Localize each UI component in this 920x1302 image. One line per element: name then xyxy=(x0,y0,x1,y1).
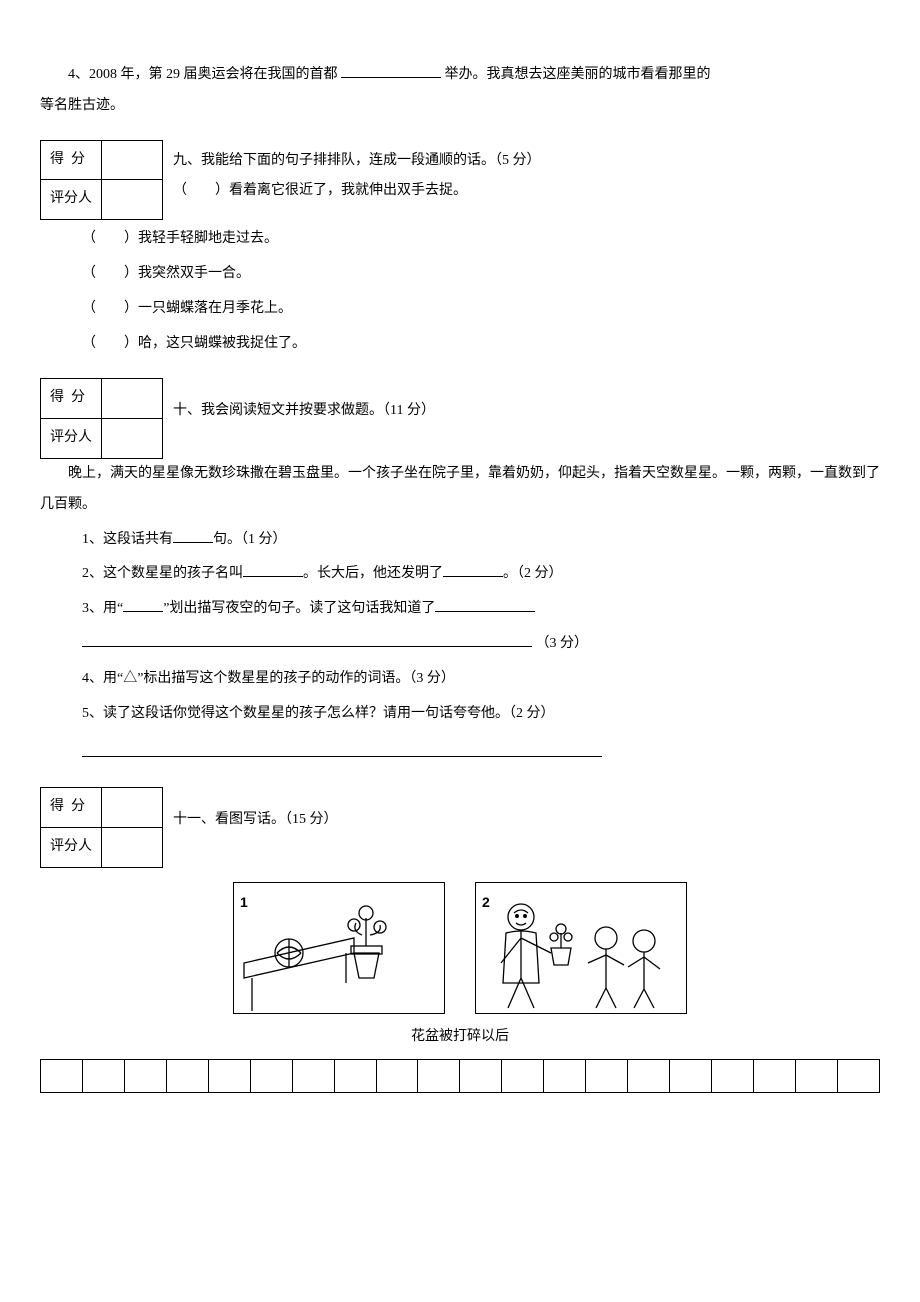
s10-q2b: 。长大后，他还发明了 xyxy=(303,566,443,581)
score-cell[interactable] xyxy=(102,379,163,419)
grid-cell[interactable] xyxy=(250,1059,292,1092)
s10-q5-blank[interactable] xyxy=(82,742,602,757)
s9-item-3[interactable]: （ ）一只蝴蝶落在月季花上。 xyxy=(82,294,880,325)
grid-cell[interactable] xyxy=(712,1059,754,1092)
score-box-9: 得分 评分人 xyxy=(40,140,163,221)
grid-cell[interactable] xyxy=(460,1059,502,1092)
s9-item-2[interactable]: （ ）我突然双手一合。 xyxy=(82,259,880,290)
score-label: 得分 xyxy=(41,788,102,828)
s10-q5-blank-row xyxy=(82,739,880,770)
s10-passage: 晚上，满天的星星像无数珍珠撒在碧玉盘里。一个孩子坐在院子里，靠着奶奶，仰起头，指… xyxy=(40,459,880,521)
grid-cell[interactable] xyxy=(502,1059,544,1092)
s9-item-1[interactable]: （ ）我轻手轻脚地走过去。 xyxy=(82,224,880,255)
score-cell[interactable] xyxy=(102,140,163,180)
s10-q3: 3、用“ ”划出描写夜空的句子。读了这句话我知道了 xyxy=(82,594,880,625)
s10-q1: 1、这段话共有 句。（1 分） xyxy=(82,525,880,556)
score-box-10: 得分 评分人 xyxy=(40,378,163,459)
s9-item-0[interactable]: （ ）看着离它很近了，我就伸出双手去捉。 xyxy=(40,176,880,207)
score-label: 得分 xyxy=(41,379,102,419)
s10-q1b: 句。（1 分） xyxy=(213,532,287,547)
grid-cell[interactable] xyxy=(670,1059,712,1092)
grid-cell[interactable] xyxy=(628,1059,670,1092)
q4-line2: 等名胜古迹。 xyxy=(40,91,880,122)
grid-cell[interactable] xyxy=(41,1059,83,1092)
s11-image-2: 2 xyxy=(475,882,687,1014)
img2-label: 2 xyxy=(482,887,490,918)
s10-q2-blank2[interactable] xyxy=(443,562,503,577)
s11-caption: 花盆被打碎以后 xyxy=(40,1022,880,1053)
grader-label: 评分人 xyxy=(41,418,102,458)
grid-cell[interactable] xyxy=(544,1059,586,1092)
s10-q1a: 1、这段话共有 xyxy=(82,532,173,547)
s11-image-1: 1 xyxy=(233,882,445,1014)
grader-label: 评分人 xyxy=(41,180,102,220)
grader-cell[interactable] xyxy=(102,418,163,458)
grid-cell[interactable] xyxy=(586,1059,628,1092)
writing-grid[interactable] xyxy=(40,1059,880,1093)
grid-cell[interactable] xyxy=(753,1059,795,1092)
section-10: 得分 评分人 十、我会阅读短文并按要求做题。（11 分） 晚上，满天的星星像无数… xyxy=(40,378,880,769)
q4-line1: 4、2008 年，第 29 届奥运会将在我国的首都 举办。我真想去这座美丽的城市… xyxy=(40,60,880,91)
s10-q3c: （3 分） xyxy=(536,636,589,651)
s10-q1-blank[interactable] xyxy=(173,528,213,543)
img1-label: 1 xyxy=(240,887,248,918)
grid-cell[interactable] xyxy=(166,1059,208,1092)
grid-cell[interactable] xyxy=(334,1059,376,1092)
grid-cell[interactable] xyxy=(208,1059,250,1092)
s10-q2a: 2、这个数星星的孩子名叫 xyxy=(82,566,243,581)
s10-title: 十、我会阅读短文并按要求做题。（11 分） xyxy=(40,378,880,427)
s9-item-4[interactable]: （ ）哈，这只蝴蝶被我捉住了。 xyxy=(82,329,880,360)
grid-cell[interactable] xyxy=(837,1059,879,1092)
s10-q3-blank1[interactable] xyxy=(435,597,535,612)
q4-prefix: 4、2008 年，第 29 届奥运会将在我国的首都 xyxy=(68,67,341,82)
img1-svg xyxy=(234,883,444,1013)
s10-q3-line2: （3 分） xyxy=(82,629,880,660)
grid-cell[interactable] xyxy=(376,1059,418,1092)
score-cell[interactable] xyxy=(102,788,163,828)
grid-cell[interactable] xyxy=(795,1059,837,1092)
q4-blank[interactable] xyxy=(341,63,441,78)
section-9: 得分 评分人 九、我能给下面的句子排排队，连成一段通顺的话。（5 分） （ ）看… xyxy=(40,140,880,361)
img2-svg xyxy=(476,883,686,1013)
grader-cell[interactable] xyxy=(102,180,163,220)
score-box-11: 得分 评分人 xyxy=(40,787,163,868)
s10-q4: 4、用“△”标出描写这个数星星的孩子的动作的词语。（3 分） xyxy=(82,664,880,695)
s11-images: 1 xyxy=(40,882,880,1014)
score-label: 得分 xyxy=(41,140,102,180)
s10-q3-blank0 xyxy=(123,597,163,612)
grid-cell[interactable] xyxy=(124,1059,166,1092)
s10-q3a: 3、用“ xyxy=(82,601,123,616)
grid-cell[interactable] xyxy=(418,1059,460,1092)
grid-cell[interactable] xyxy=(292,1059,334,1092)
grader-cell[interactable] xyxy=(102,828,163,868)
grid-cell[interactable] xyxy=(82,1059,124,1092)
s10-q2: 2、这个数星星的孩子名叫 。长大后，他还发明了 。（2 分） xyxy=(82,559,880,590)
s10-q2-blank1[interactable] xyxy=(243,562,303,577)
s11-title: 十一、看图写话。（15 分） xyxy=(40,787,880,836)
s9-title: 九、我能给下面的句子排排队，连成一段通顺的话。（5 分） xyxy=(40,140,880,177)
grader-label: 评分人 xyxy=(41,828,102,868)
s10-q2c: 。（2 分） xyxy=(503,566,563,581)
s10-q5: 5、读了这段话你觉得这个数星星的孩子怎么样？请用一句话夸夸他。（2 分） xyxy=(82,699,880,730)
s10-q3b: ”划出描写夜空的句子。读了这句话我知道了 xyxy=(163,601,435,616)
s10-q3-blank2[interactable] xyxy=(82,632,532,647)
q4-mid: 举办。我真想去这座美丽的城市看看那里的 xyxy=(445,67,711,82)
section-11: 得分 评分人 十一、看图写话。（15 分） 1 xyxy=(40,787,880,1092)
